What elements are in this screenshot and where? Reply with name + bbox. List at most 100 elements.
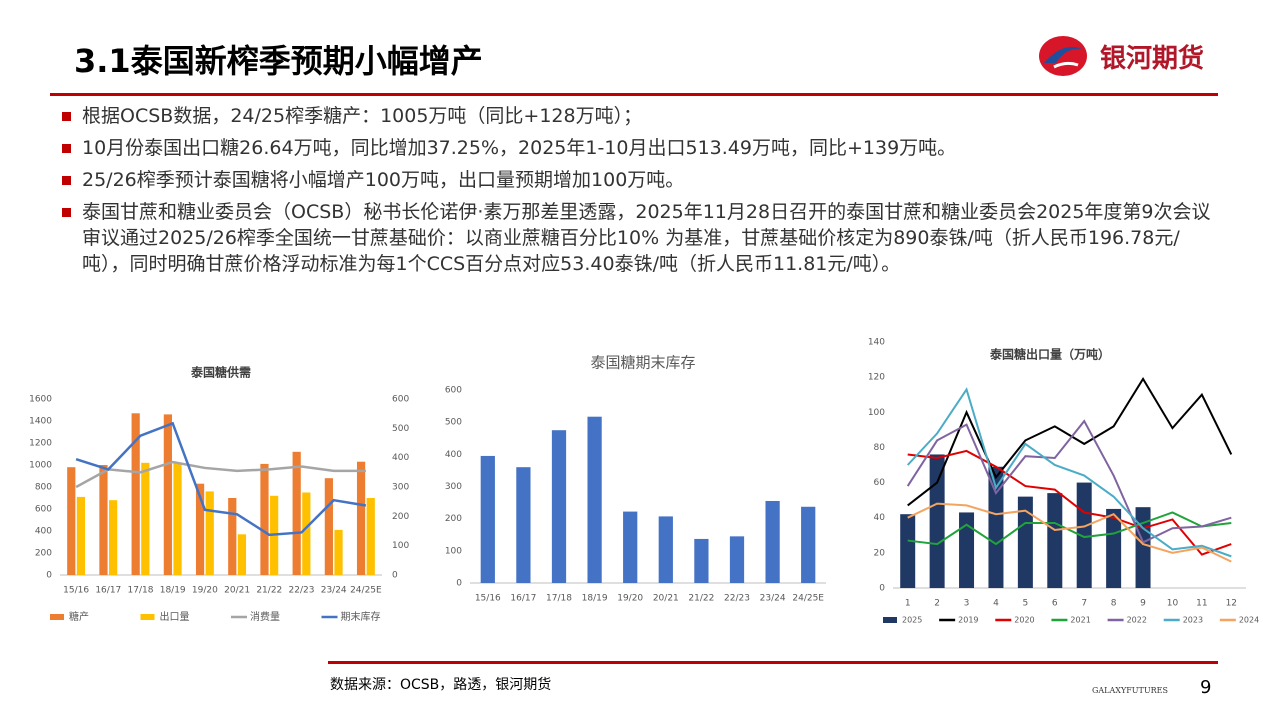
bar [302,492,311,575]
y-tick-label: 20 [874,548,886,558]
x-tick-label: 4 [993,599,999,609]
bar [765,500,780,583]
bullet: 根据OCSB数据，24/25榨季糖产：1005万吨（同比+128万吨）； [60,103,1217,129]
y-tick-label: 200 [445,514,462,524]
bar [67,467,76,575]
logo-icon [1039,36,1087,76]
chart-title: 泰国糖出口量（万吨） [989,347,1110,362]
bar [334,529,343,575]
footer-rule [328,661,1218,664]
x-tick-label: 24/25E [792,594,824,604]
x-tick-label: 1 [905,599,911,609]
y-tick-label: 100 [445,546,462,556]
legend-swatch [883,617,897,623]
line-series [75,421,367,537]
x-tick-label: 12 [1226,599,1237,609]
bar [173,462,182,575]
legend-label: 糖产 [69,610,89,623]
source-note: 数据来源：OCSB，路透，银河期货 [330,677,552,693]
bar [324,478,333,575]
y2-tick-label: 100 [392,541,409,551]
bar [99,465,108,575]
y-tick-label: 0 [456,579,462,589]
y-tick-label: 600 [35,505,52,515]
bar [1017,496,1033,588]
legend-label: 2022 [1127,616,1147,625]
y-tick-label: 300 [445,482,462,492]
y-tick-label: 140 [868,338,885,348]
x-tick-label: 22/23 [289,586,315,596]
bar [1047,493,1063,588]
chart-title: 泰国糖供需 [190,365,251,380]
bar [480,455,495,583]
x-tick-label: 5 [1023,599,1029,609]
x-tick-label: 15/16 [475,594,501,604]
x-tick-label: 17/18 [128,586,154,596]
y-tick-label: 1000 [29,461,52,471]
y-tick-label: 120 [868,373,885,383]
x-tick-label: 21/22 [688,594,714,604]
x-tick-label: 15/16 [63,586,89,596]
y-tick-label: 60 [874,478,886,488]
x-tick-label: 7 [1081,599,1087,609]
bar [228,498,237,575]
bar [141,462,150,575]
bar [1106,508,1122,588]
bar [195,483,205,575]
line-series [907,449,1232,556]
legend-label: 2020 [1014,616,1034,625]
x-tick-label: 23/24 [760,594,786,604]
y-tick-label: 400 [35,527,52,537]
y2-tick-label: 300 [392,483,409,493]
y2-tick-label: 400 [392,453,409,463]
x-tick-label: 16/17 [95,586,121,596]
x-tick-label: 22/23 [724,594,750,604]
y-tick-label: 500 [445,418,462,428]
y-tick-label: 400 [445,450,462,460]
x-tick-label: 23/24 [321,586,347,596]
line-series [907,376,1233,507]
chart-title: 泰国糖期末库存 [590,354,695,372]
y-tick-label: 1200 [29,439,52,449]
x-tick-label: 18/19 [582,594,608,604]
line-series [75,460,366,489]
bar [900,514,916,588]
y-tick-label: 0 [879,584,885,594]
x-tick-label: 2 [934,599,940,609]
legend-label: 消费量 [250,610,280,623]
bar [163,414,172,575]
bar [801,506,816,583]
x-tick-label: 19/20 [617,594,643,604]
bullet: 泰国甘蔗和糖业委员会（OCSB）秘书长伦诺伊·素万那差里透露，2025年11月2… [60,199,1217,277]
bar [237,534,247,575]
legend-swatch [50,614,64,620]
bar [292,451,301,575]
line-series [906,419,1232,544]
bar [131,413,140,575]
legend-label: 2023 [1183,616,1203,625]
y-tick-label: 800 [35,483,52,493]
y-tick-label: 80 [874,443,886,453]
logo-text: 银河期货 [1100,44,1205,74]
y-tick-label: 200 [35,549,52,559]
bar [729,536,745,583]
legend-label: 2024 [1239,616,1259,625]
x-tick-label: 6 [1052,599,1058,609]
legend-label: 2025 [902,616,922,625]
bar [356,461,366,575]
x-tick-label: 20/21 [224,586,250,596]
x-tick-label: 18/19 [160,586,186,596]
bar [694,538,709,583]
line-series [906,387,1232,558]
bar [959,512,975,588]
x-tick-label: 16/17 [510,594,536,604]
x-tick-label: 10 [1167,599,1179,609]
x-tick-label: 24/25E [350,586,382,596]
bar [1135,507,1151,588]
line-series [907,511,1232,546]
bullet: 10月份泰国出口糖26.64万吨，同比增加37.25%，2025年1-10月出口… [60,135,1217,161]
y2-tick-label: 200 [392,512,409,522]
legend-swatch [140,614,155,620]
bullet-list: 根据OCSB数据，24/25榨季糖产：1005万吨（同比+128万吨）； 10月份… [60,103,1220,283]
